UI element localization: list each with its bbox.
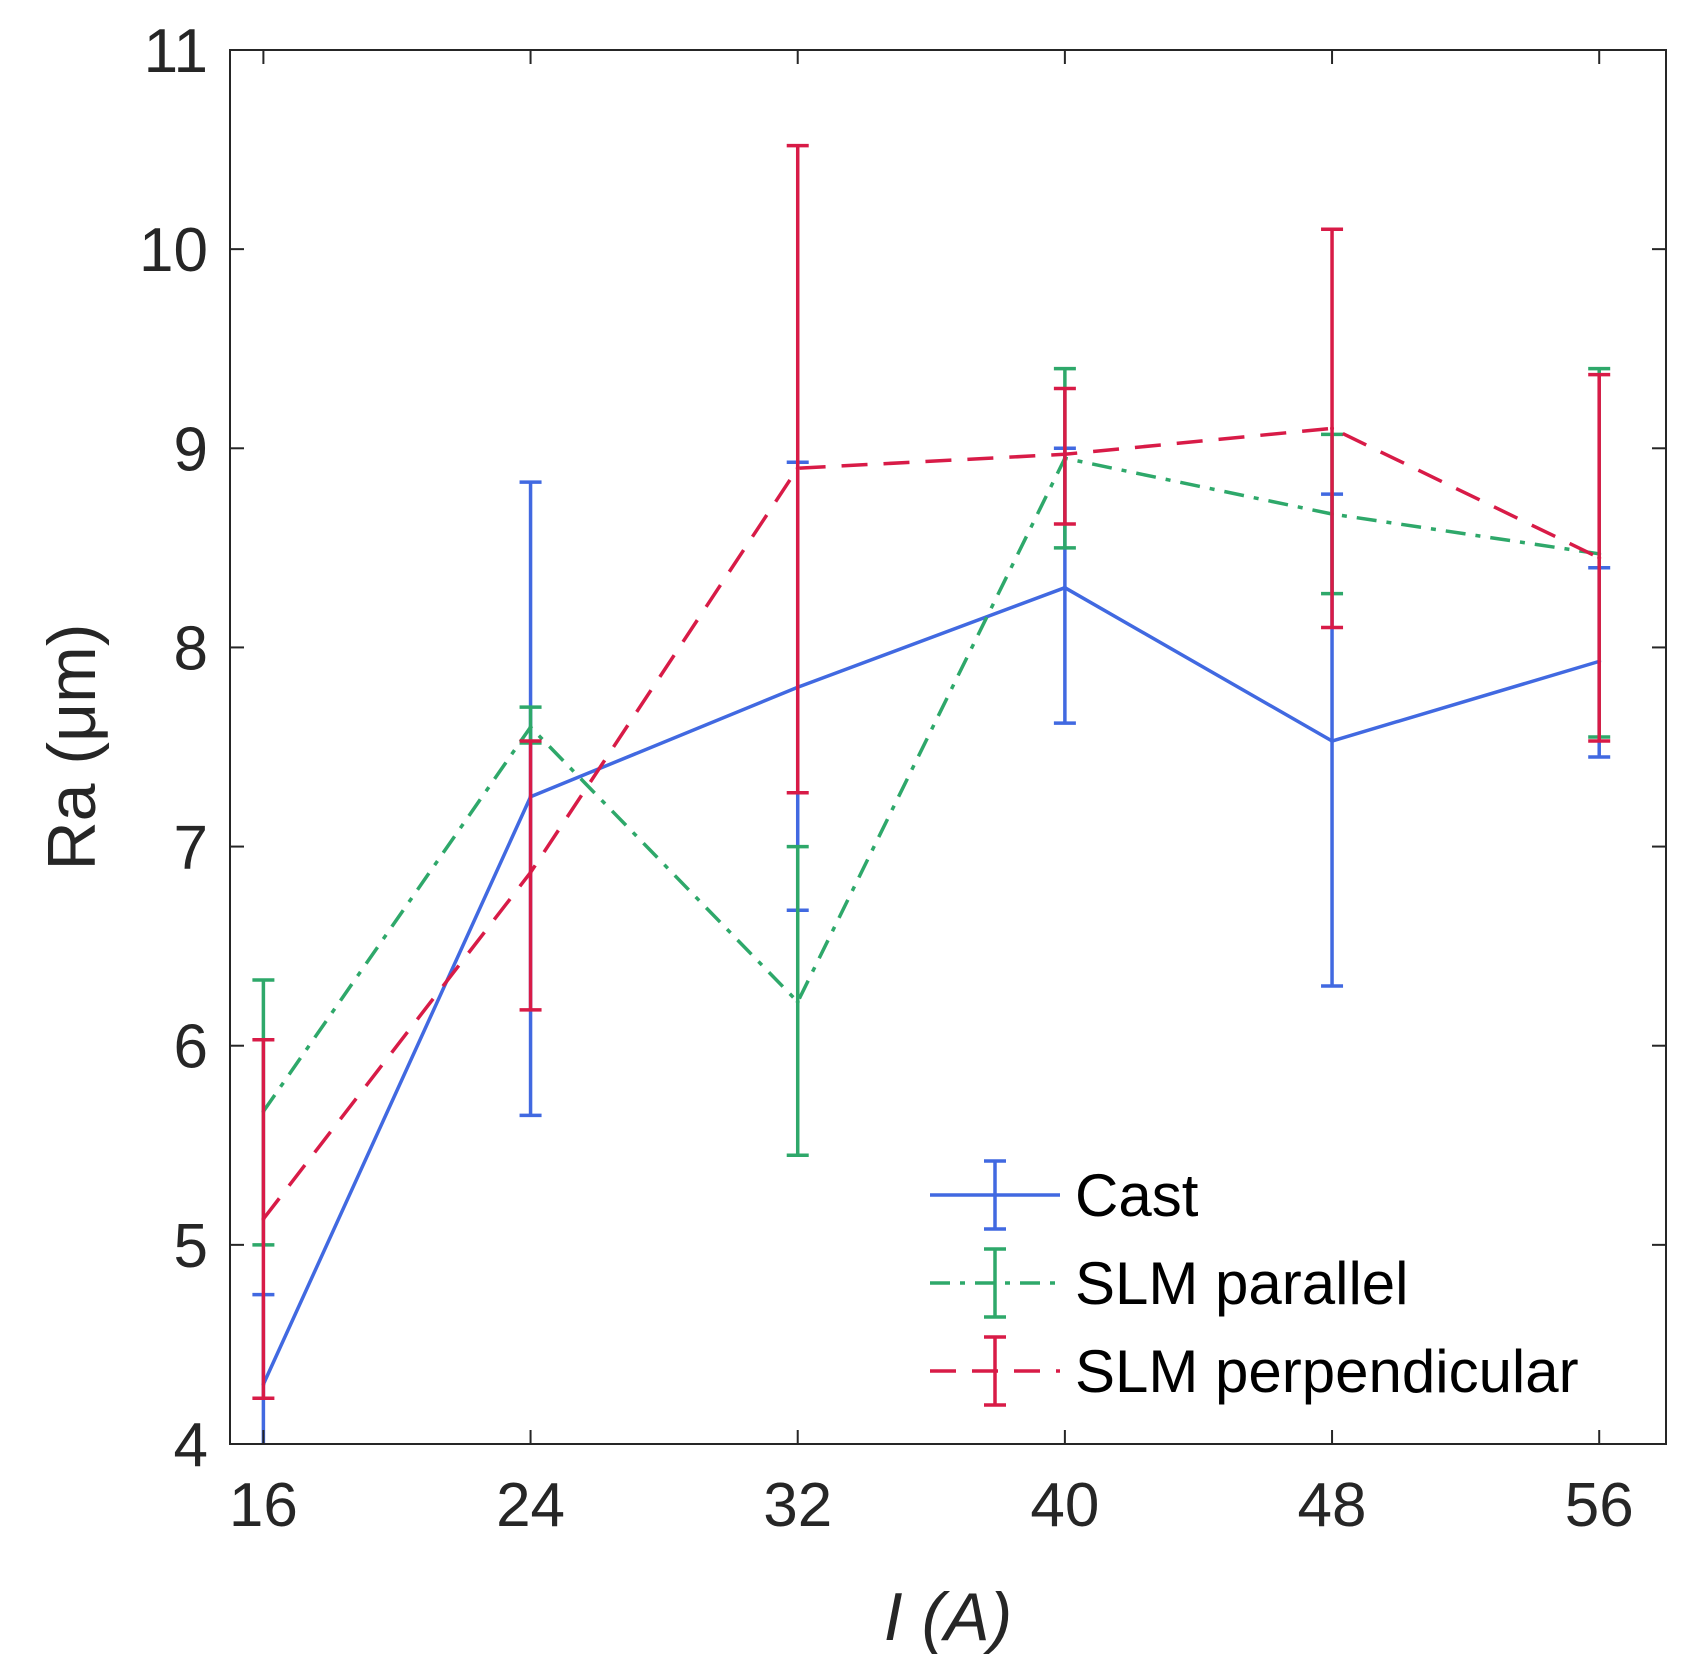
y-tick-label: 5 xyxy=(174,1212,208,1281)
legend-label: SLM parallel xyxy=(1075,1250,1409,1317)
data-point xyxy=(1330,739,1335,744)
legend-box xyxy=(910,1140,1630,1420)
y-tick-label: 8 xyxy=(174,614,208,683)
y-tick-label: 9 xyxy=(174,415,208,484)
data-point xyxy=(528,870,533,875)
data-point xyxy=(528,725,533,730)
y-tick-label: 10 xyxy=(139,216,208,285)
x-tick-label: 40 xyxy=(1030,1471,1099,1540)
y-tick-label: 4 xyxy=(174,1411,208,1480)
y-tick-label: 7 xyxy=(174,814,208,883)
plot-frame xyxy=(229,49,1667,1445)
series-line xyxy=(261,585,1600,1385)
data-point xyxy=(1062,452,1067,457)
x-tick-label: 56 xyxy=(1565,1471,1634,1540)
y-tick-label: 11 xyxy=(144,17,208,86)
data-point xyxy=(1330,426,1335,431)
legend-label: Cast xyxy=(1075,1162,1199,1229)
x-tick-label: 24 xyxy=(496,1471,565,1540)
legend-entry-3: SLM perpendicular xyxy=(930,1335,1579,1407)
data-point xyxy=(261,1216,266,1221)
series-3 xyxy=(252,143,1611,1400)
series-line xyxy=(262,426,1600,1221)
legend-label: SLM perpendicular xyxy=(1075,1338,1579,1405)
data-point xyxy=(1062,585,1067,590)
legend-entry-1: Cast xyxy=(930,1159,1199,1231)
data-point xyxy=(795,999,800,1004)
x-tick-label: 48 xyxy=(1298,1471,1367,1540)
y-axis-title: Ra (μm) xyxy=(34,624,110,871)
legend-entry-2: SLM parallel xyxy=(930,1247,1409,1319)
x-tick-label: 16 xyxy=(229,1471,298,1540)
data-point xyxy=(1597,555,1602,560)
series-line xyxy=(261,456,1600,1113)
data-point xyxy=(795,466,800,471)
x-axis-title: I (A) xyxy=(884,1579,1012,1655)
x-tick-label: 32 xyxy=(763,1471,832,1540)
y-tick-label: 6 xyxy=(174,1013,208,1082)
legend: Cast SLM parallel SLM perpendicular xyxy=(910,1140,1630,1420)
